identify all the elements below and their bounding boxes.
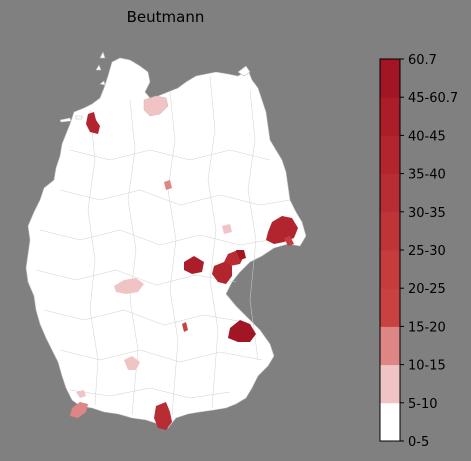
colorbar-cell [380,326,400,366]
region-zwickau [236,250,246,260]
colored-regions [70,95,298,430]
region-loerrach [70,402,88,418]
region-nordhausen [222,224,232,234]
colorbar-cell [380,59,400,98]
region-hameln [164,180,172,190]
colorbar-cell [380,97,400,136]
colorbar-tick-label: 40-45 [408,129,446,144]
colorbar-cell [380,250,400,289]
region-ostholstein [143,95,169,117]
colorbar-cell [380,173,400,213]
region-straubing [228,320,256,342]
region-nordfriesland [86,112,100,134]
colorbar-tick-label: 60.7 [408,53,437,68]
colorbar-tick-label: 30-35 [408,206,446,221]
islands [59,51,251,123]
colorbar-cells [380,59,400,442]
colorbar-cell [380,402,400,442]
colorbar-tick-label: 45-60.7 [408,91,458,106]
colorbar-tick-label: 10-15 [408,359,446,374]
colorbar-tick-label: 15-20 [408,320,446,335]
map-title: Beutmann [126,8,205,26]
colorbar-tick-label: 0-5 [408,435,429,450]
colorbar-cell [380,364,400,404]
region-hof [184,256,204,274]
colorbar-cell [380,288,400,327]
colorbar-ticks: 0-5 5-10 10-15 15-20 20-25 25-30 30-35 35-40 40-… [400,53,458,450]
region-goerlitz [284,236,294,246]
region-vogtland [212,262,232,284]
colorbar-tick-label: 5-10 [408,397,438,412]
germany-choropleth-map [25,51,307,430]
colorbar-tick-label: 35-40 [408,168,446,183]
region-ansbach [182,322,188,332]
region-ulm [76,390,86,398]
colorbar-tick-label: 20-25 [408,282,446,297]
region-kassel [114,278,144,294]
region-oberallgaeu [154,402,172,430]
colorbar-cell [380,211,400,251]
colorbar-cell [380,135,400,175]
district-borders [35,75,291,416]
colorbar-tick-label: 25-30 [408,244,446,259]
region-heilbronn [124,356,140,370]
